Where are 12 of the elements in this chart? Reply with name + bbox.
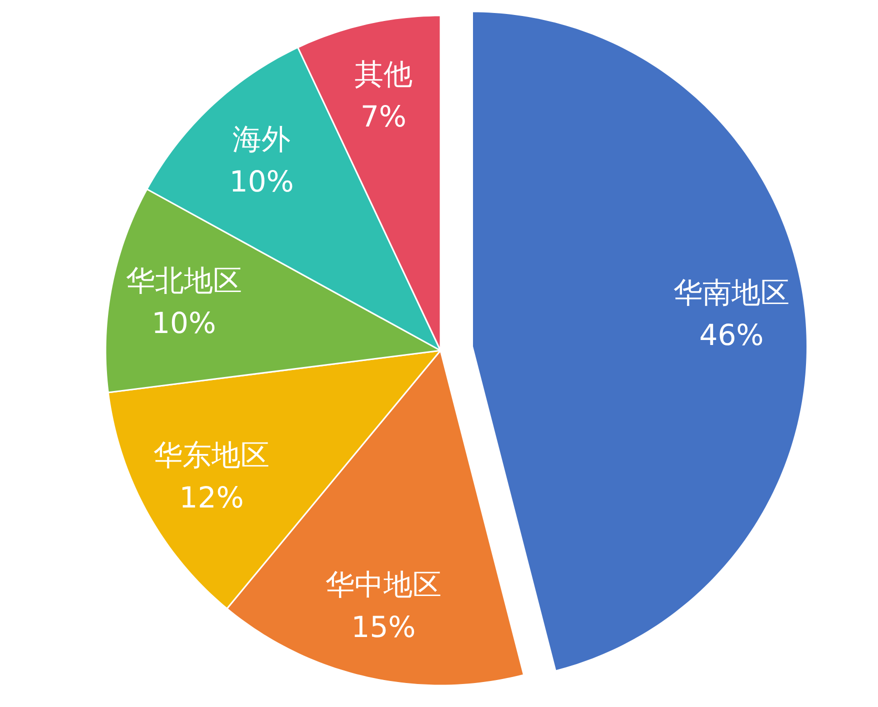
data-label: 10% (152, 306, 216, 340)
slice-label: 华中地区 (326, 567, 442, 602)
slice-label: 华东地区 (154, 438, 270, 472)
data-label: 15% (351, 610, 416, 644)
data-label: 12% (179, 480, 244, 515)
slice-label: 华北地区 (126, 263, 242, 298)
slice-label: 其他 (354, 57, 412, 92)
data-label: 10% (229, 164, 294, 198)
slice-label: 华南地区 (673, 275, 790, 310)
slice-label: 海外 (232, 122, 291, 156)
data-label: 7% (360, 100, 407, 134)
data-label: 46% (699, 318, 764, 352)
